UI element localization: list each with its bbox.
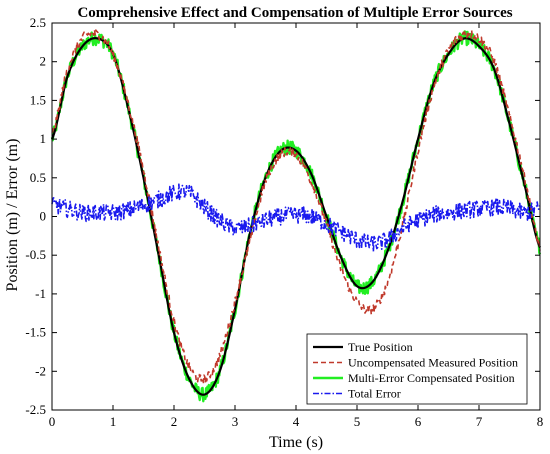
- x-tick-label: 6: [415, 414, 422, 429]
- x-tick-label: 2: [171, 414, 178, 429]
- x-tick-label: 1: [110, 414, 117, 429]
- series-line-0: [50, 37, 542, 396]
- y-tick-label: 0.5: [30, 170, 46, 185]
- chart-title: Comprehensive Effect and Compensation of…: [77, 5, 512, 21]
- series-line-3: [51, 183, 541, 253]
- legend-label-3: Total Error: [348, 387, 401, 401]
- x-tick-label: 8: [537, 414, 544, 429]
- series-layer: [50, 29, 542, 403]
- legend-label-1: Uncompensated Measured Position: [348, 356, 518, 370]
- x-tick-label: 3: [232, 414, 239, 429]
- x-tick-label: 5: [354, 414, 361, 429]
- x-tick-label: 0: [49, 414, 56, 429]
- y-tick-label: -2.5: [25, 402, 46, 417]
- legend-box: [306, 333, 528, 405]
- y-axis-label: Position (m) / Error (m): [4, 139, 21, 292]
- y-tick-label: -1.5: [25, 325, 46, 340]
- y-tick-label: 1.5: [30, 92, 46, 107]
- series-line-1: [51, 29, 541, 385]
- y-tick-label: -1: [35, 286, 46, 301]
- legend: True Position Uncompensated Measured Posi…: [306, 333, 528, 405]
- legend-label-2: Multi-Error Compensated Position: [348, 371, 515, 385]
- y-tick-label: -0.5: [25, 247, 46, 262]
- y-tick-label: 2.5: [30, 15, 46, 30]
- legend-label-0: True Position: [348, 340, 413, 354]
- y-tick-label: 1: [40, 131, 47, 146]
- y-tick-label: 2: [40, 54, 47, 69]
- x-axis-label: Time (s): [269, 434, 323, 451]
- y-tick-label: -2: [35, 363, 46, 378]
- x-tick-label: 7: [476, 414, 483, 429]
- y-tick-label: 0: [40, 209, 47, 224]
- x-tick-label: 4: [293, 414, 300, 429]
- ticks-layer: 0 1 2 3 4 5 6 7 8 -2.5 -2 -1.5 -1 -0.5 0 0.5 1 1.5 2 2.5: [25, 15, 543, 429]
